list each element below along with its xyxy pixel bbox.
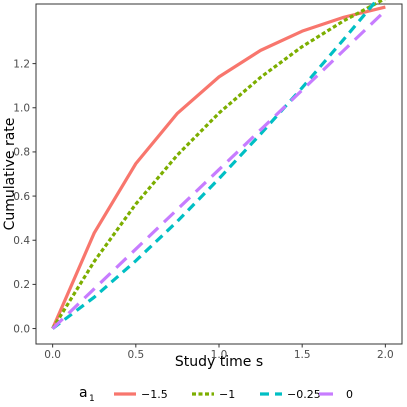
legend-label-0: −1.5: [141, 388, 168, 401]
y-tick-label: 0.6: [13, 191, 30, 203]
y-axis-title: Cumulative rate: [2, 118, 18, 231]
x-tick-label: 2.0: [377, 349, 394, 361]
legend-label-2: −0.25: [287, 388, 321, 401]
x-axis: 0.0 0.5 1.0 1.5 2.0: [44, 344, 394, 361]
y-axis: 0.0 0.2 0.4 0.6 0.8 1.0 1.2: [13, 58, 36, 335]
legend-label-1: −1: [219, 388, 235, 401]
y-tick-label: 0.2: [13, 279, 30, 291]
legend-title: a: [79, 385, 88, 401]
x-axis-title: Study time s: [175, 354, 263, 370]
x-tick-label: 1.0: [211, 349, 228, 361]
plot-panel: [35, 3, 403, 345]
legend-title-subscript: 1: [89, 394, 95, 404]
y-tick-label: 0.8: [13, 147, 30, 159]
legend-title-main: a: [79, 385, 88, 401]
legend: a 1 −1.5 −1 −0.25 0: [79, 385, 353, 404]
legend-label-3: 0: [346, 388, 353, 401]
series-line-1: [51, 0, 386, 330]
series-line-0: [51, 5, 386, 330]
x-tick-label: 1.5: [294, 349, 311, 361]
x-tick-label: 0.5: [127, 349, 144, 361]
y-tick-label: 0.4: [13, 235, 30, 247]
y-tick-label: 1.0: [13, 103, 30, 115]
y-tick-label: 1.2: [13, 58, 30, 70]
x-tick-label: 0.0: [44, 349, 61, 361]
series-line-3: [51, 9, 387, 330]
series-layer: [51, 0, 387, 330]
series-line-2: [51, 0, 379, 330]
y-tick-label: 0.0: [13, 323, 30, 335]
